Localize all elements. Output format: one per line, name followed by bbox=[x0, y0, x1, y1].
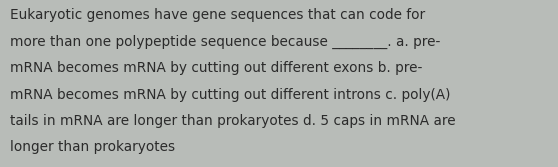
Text: tails in mRNA are longer than prokaryotes d. 5 caps in mRNA are: tails in mRNA are longer than prokaryote… bbox=[10, 114, 456, 128]
Text: longer than prokaryotes: longer than prokaryotes bbox=[10, 140, 175, 154]
Text: Eukaryotic genomes have gene sequences that can code for: Eukaryotic genomes have gene sequences t… bbox=[10, 8, 425, 22]
Text: more than one polypeptide sequence because ________. a. pre-: more than one polypeptide sequence becau… bbox=[10, 35, 440, 49]
Text: mRNA becomes mRNA by cutting out different introns c. poly(A): mRNA becomes mRNA by cutting out differe… bbox=[10, 88, 450, 102]
Text: mRNA becomes mRNA by cutting out different exons b. pre-: mRNA becomes mRNA by cutting out differe… bbox=[10, 61, 422, 75]
